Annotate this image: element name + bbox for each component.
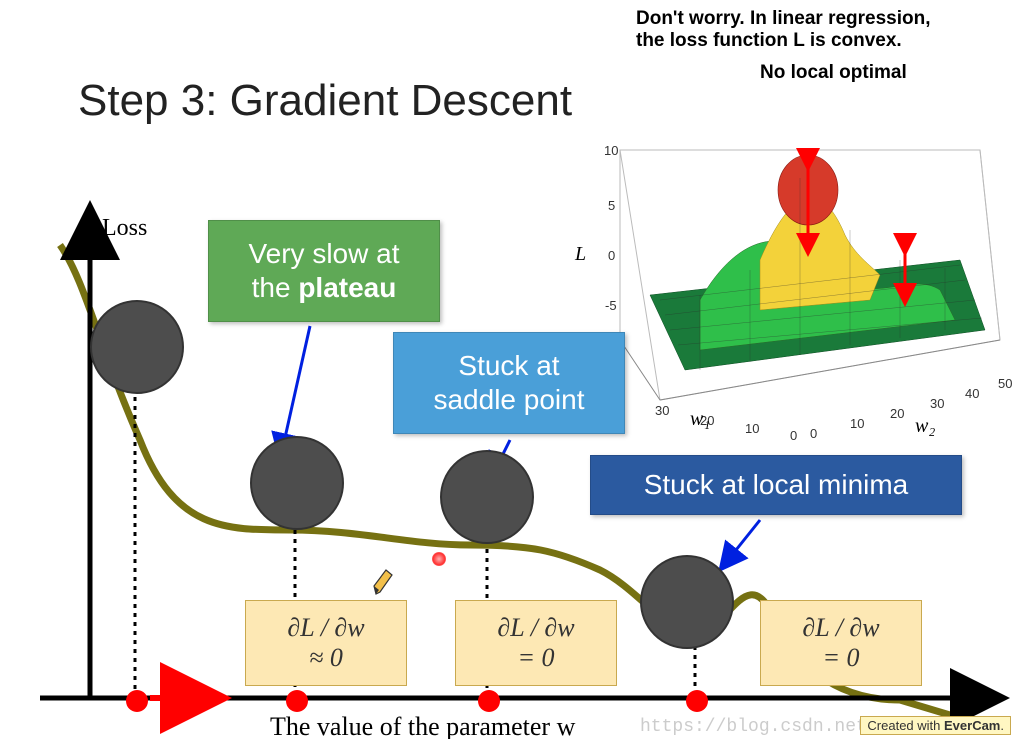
callout-saddle-l1: Stuck at [458,350,559,381]
evercam-text: Created with EverCam. [867,718,1004,733]
callout-saddle: Stuck at saddle point [393,332,625,434]
svg-text:30: 30 [930,396,944,411]
formula-3-l2: = 0 [822,643,859,673]
red-dot-1 [126,690,148,712]
svg-text:50: 50 [998,376,1012,391]
svg-text:40: 40 [965,386,979,401]
formula-1-l1: ∂L / ∂w [287,613,364,643]
formula-2-l1: ∂L / ∂w [497,613,574,643]
svg-text:0: 0 [790,428,797,443]
formula-box-3: ∂L / ∂w = 0 [760,600,922,686]
ball-4-local-min [640,555,734,649]
w1-axis-label: w₁ [690,408,710,430]
red-dot-3 [478,690,500,712]
callout-plateau-pre: the [252,272,299,303]
callout-plateau-l1: Very slow at [249,238,400,269]
ball-1 [90,300,184,394]
svg-text:10: 10 [850,416,864,431]
formula-3-l1: ∂L / ∂w [802,613,879,643]
formula-2-l2: = 0 [517,643,554,673]
callout-local-min: Stuck at local minima [590,455,962,515]
L-axis-label: L [574,243,586,265]
formula-1-l2: ≈ 0 [309,643,343,673]
laser-dot-icon [432,552,446,566]
formula-box-2: ∂L / ∂w = 0 [455,600,617,686]
red-dot-2 [286,690,308,712]
svg-text:10: 10 [745,421,759,436]
watermark-url: https://blog.csdn.net/… [640,717,888,737]
ball-3-saddle [440,450,534,544]
evercam-badge: Created with EverCam. [860,716,1011,735]
svg-text:-5: -5 [605,298,617,313]
x-axis-caption: The value of the parameter w [270,712,575,739]
callout-plateau: Very slow at the plateau [208,220,440,322]
slide-root: { "layout": { "width": 1019, "height": 7… [0,0,1019,739]
svg-text:0: 0 [608,248,615,263]
svg-text:5: 5 [608,198,615,213]
svg-text:30: 30 [655,403,669,418]
svg-text:0: 0 [810,426,817,441]
red-dot-4 [686,690,708,712]
pencil-cursor-icon [372,568,394,596]
callout-plateau-bold: plateau [298,272,396,303]
loss-surface-3d: 10 5 0 -5 L 30 20 10 0 w₁ 0 10 20 30 40 … [574,143,1012,443]
svg-text:10: 10 [604,143,618,158]
ball-2-plateau [250,436,344,530]
callout-saddle-l2: saddle point [433,384,584,415]
w2-axis-label: w₂ [915,415,935,437]
svg-text:20: 20 [890,406,904,421]
callout-local-min-text: Stuck at local minima [644,468,909,502]
formula-box-1: ∂L / ∂w ≈ 0 [245,600,407,686]
y-axis-loss-label: Loss [102,215,147,242]
